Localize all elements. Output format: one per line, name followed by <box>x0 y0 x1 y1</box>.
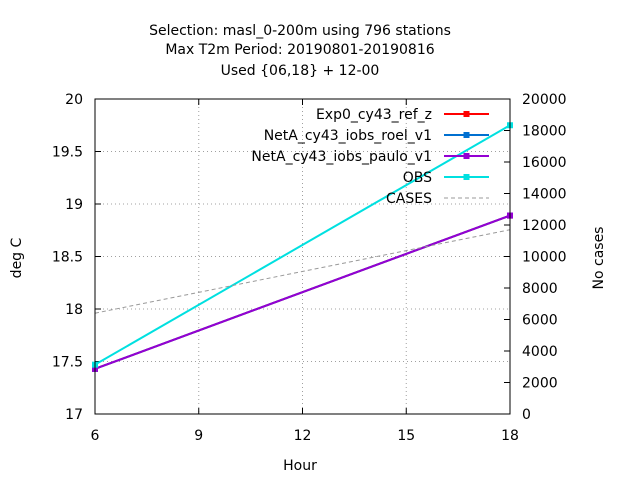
legend-marker <box>463 153 470 159</box>
y2-tick-label: 8000 <box>522 281 558 297</box>
plot-frame <box>94 98 511 415</box>
legend-marker <box>463 174 470 180</box>
y2-tick-label: 12000 <box>522 218 567 234</box>
legend: Exp0_cy43_ref_z NetA_cy43_iobs_roel_v1 Net… <box>251 107 489 207</box>
tick-labels: 6 9 12 15 18 17 17.5 18 18.5 19 19.5 20 0 2000 4000 600… <box>52 92 567 444</box>
series-line-neta-cy43-iobs-paulo-v1 <box>94 214 511 370</box>
y-tick-label: 19 <box>65 197 83 213</box>
chart-title: Selection: masl_0-200m using 796 station… <box>149 23 451 79</box>
y2-tick-label: 0 <box>522 407 531 423</box>
legend-label: NetA_cy43_iobs_roel_v1 <box>264 128 432 144</box>
y2-tick-label: 20000 <box>522 92 567 108</box>
title-line-2: Max T2m Period: 20190801-20190816 <box>165 42 434 58</box>
y-tick-label: 19.5 <box>52 145 83 161</box>
y2-tick-label: 14000 <box>522 187 567 203</box>
legend-label: Exp0_cy43_ref_z <box>316 107 432 123</box>
legend-label: OBS <box>403 170 432 186</box>
series-line-obs <box>94 124 511 366</box>
y2-tick-label: 16000 <box>522 155 567 171</box>
y2-axis-label: No cases <box>591 227 607 290</box>
y2-tick-label: 6000 <box>522 313 558 329</box>
y-tick-label: 18 <box>65 302 83 318</box>
legend-label: CASES <box>386 191 432 207</box>
series-line-cases <box>94 229 511 314</box>
legend-label: NetA_cy43_iobs_paulo_v1 <box>251 149 432 165</box>
y2-tick-label: 2000 <box>522 376 558 392</box>
x-tick-label: 6 <box>91 428 100 444</box>
title-line-1: Selection: masl_0-200m using 796 station… <box>149 23 451 39</box>
title-line-3: Used {06,18} + 12-00 <box>221 63 380 79</box>
y-tick-label: 17.5 <box>52 355 83 371</box>
x-tick-label: 9 <box>194 428 203 444</box>
grid <box>95 99 510 414</box>
y2-tick-label: 10000 <box>522 250 567 266</box>
x-tick-label: 12 <box>294 428 312 444</box>
y-axis-label: deg C <box>9 237 25 278</box>
y-tick-label: 18.5 <box>52 250 83 266</box>
y-tick-label: 20 <box>65 92 83 108</box>
x-tick-label: 18 <box>501 428 519 444</box>
x-axis-label: Hour <box>283 458 317 474</box>
y2-tick-label: 18000 <box>522 124 567 140</box>
legend-marker <box>463 111 470 117</box>
x-tick-label: 15 <box>397 428 415 444</box>
y2-tick-label: 4000 <box>522 344 558 360</box>
legend-marker <box>463 132 470 138</box>
y-tick-label: 17 <box>65 407 83 423</box>
